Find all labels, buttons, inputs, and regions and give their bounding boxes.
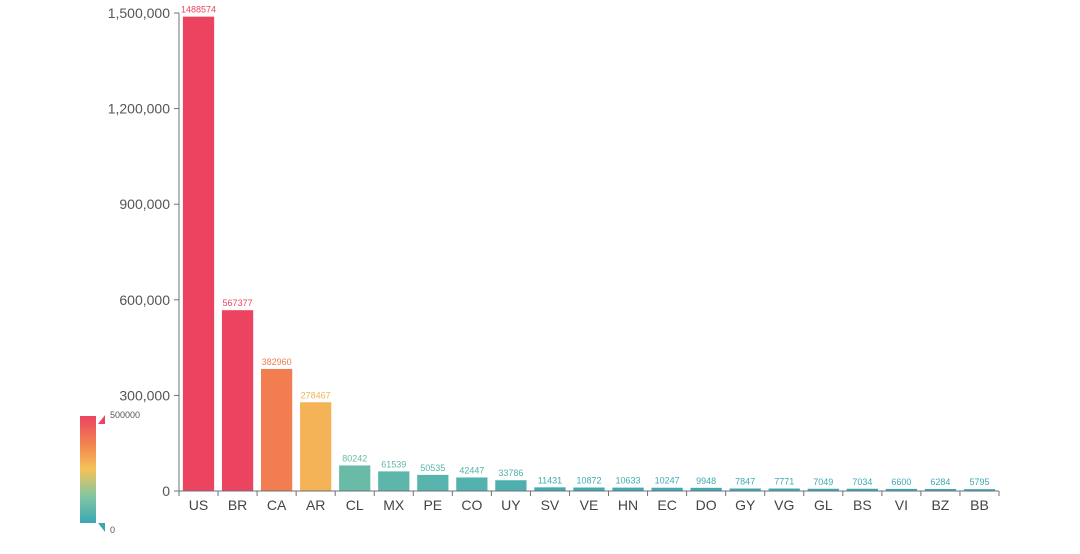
x-axis: US BR CA AR CL MX PE CO UY SV VE HN EC DO GY VG GL BS VI BZ…: [178, 490, 1000, 513]
x-tick-label: AR: [306, 497, 325, 513]
x-tick-label: MX: [383, 497, 405, 513]
bar-sv[interactable]: [534, 487, 566, 491]
bar-gy[interactable]: [729, 488, 761, 491]
data-label-bb: 5795: [969, 477, 989, 487]
x-tick-label: GY: [735, 497, 756, 513]
bar-ar[interactable]: [300, 402, 332, 491]
data-label-pe: 50535: [420, 463, 445, 473]
y-axis: 0 300,000 600,000 900,000 1,200,000 1,500,000: [108, 5, 180, 499]
x-tick-label: GL: [814, 497, 833, 513]
visual-map-legend[interactable]: 500000 0: [80, 410, 140, 535]
bar-vg[interactable]: [768, 488, 800, 491]
bars: 1488574 567377 382960 278467 80242 61539 50535…: [181, 5, 996, 492]
x-tick-label: BZ: [931, 497, 949, 513]
x-tick-label: CA: [267, 497, 287, 513]
x-tick-label: SV: [541, 497, 560, 513]
x-tick-label: PE: [423, 497, 442, 513]
bar-ec[interactable]: [651, 487, 683, 491]
data-label-hn: 10633: [616, 476, 641, 486]
x-tick-label: CO: [461, 497, 482, 513]
y-tick-label: 0: [162, 483, 170, 499]
data-label-bs: 7034: [852, 477, 872, 487]
data-label-ec: 10247: [655, 476, 680, 486]
data-label-uy: 33786: [498, 468, 523, 478]
y-tick-label: 600,000: [119, 292, 170, 308]
bar-br[interactable]: [221, 310, 254, 491]
bar-bb[interactable]: [963, 489, 996, 491]
visual-map-gradient-bar[interactable]: [80, 416, 96, 523]
data-label-vg: 7771: [774, 477, 794, 487]
x-tick-label: BR: [228, 497, 247, 513]
data-label-br: 567377: [223, 298, 253, 308]
x-tick-label: HN: [618, 497, 638, 513]
data-label-co: 42447: [459, 465, 484, 475]
data-label-gl: 7049: [813, 477, 833, 487]
bar-cl[interactable]: [339, 465, 371, 491]
y-tick-label: 1,500,000: [108, 5, 170, 21]
data-label-bz: 6284: [930, 477, 950, 487]
x-tick-label: EC: [657, 497, 676, 513]
data-label-sv: 11431: [538, 475, 562, 485]
bar-pe[interactable]: [417, 474, 449, 491]
visual-map-min-label: 0: [110, 525, 115, 535]
bar-bz[interactable]: [924, 488, 957, 491]
bar-bs[interactable]: [846, 488, 878, 491]
data-label-vi: 6600: [891, 477, 911, 487]
bar-ve[interactable]: [573, 487, 605, 491]
bar-uy[interactable]: [495, 480, 527, 491]
data-label-ve: 10872: [576, 476, 601, 486]
y-tick-label: 1,200,000: [108, 101, 170, 117]
data-label-gy: 7847: [735, 476, 755, 486]
bar-co[interactable]: [456, 477, 488, 491]
x-tick-label: CL: [346, 497, 364, 513]
x-tick-label: UY: [501, 497, 521, 513]
bar-do[interactable]: [690, 487, 722, 491]
visual-map-max-label: 500000: [110, 410, 140, 420]
data-label-cl: 80242: [342, 453, 367, 463]
bar-mx[interactable]: [378, 471, 410, 491]
bar-hn[interactable]: [612, 487, 644, 491]
visual-map-max-handle-icon[interactable]: [98, 415, 105, 424]
y-tick-label: 300,000: [119, 387, 170, 403]
x-tick-label: VG: [774, 497, 794, 513]
bar-ca[interactable]: [261, 368, 293, 491]
data-label-ca: 382960: [262, 357, 292, 367]
y-tick-label: 900,000: [119, 196, 170, 212]
data-label-do: 9948: [696, 476, 716, 486]
x-tick-label: US: [189, 497, 208, 513]
bar-vi[interactable]: [885, 488, 917, 491]
x-tick-label: DO: [696, 497, 717, 513]
bar-gl[interactable]: [807, 488, 839, 491]
bar-us[interactable]: [182, 16, 215, 492]
data-label-mx: 61539: [381, 459, 406, 469]
x-tick-label: BB: [970, 497, 989, 513]
data-label-ar: 278467: [301, 390, 331, 400]
visual-map-min-handle-icon[interactable]: [98, 523, 105, 532]
x-tick-label: VI: [895, 497, 908, 513]
x-tick-label: BS: [853, 497, 872, 513]
x-tick-label: VE: [580, 497, 599, 513]
data-label-us: 1488574: [181, 5, 216, 15]
